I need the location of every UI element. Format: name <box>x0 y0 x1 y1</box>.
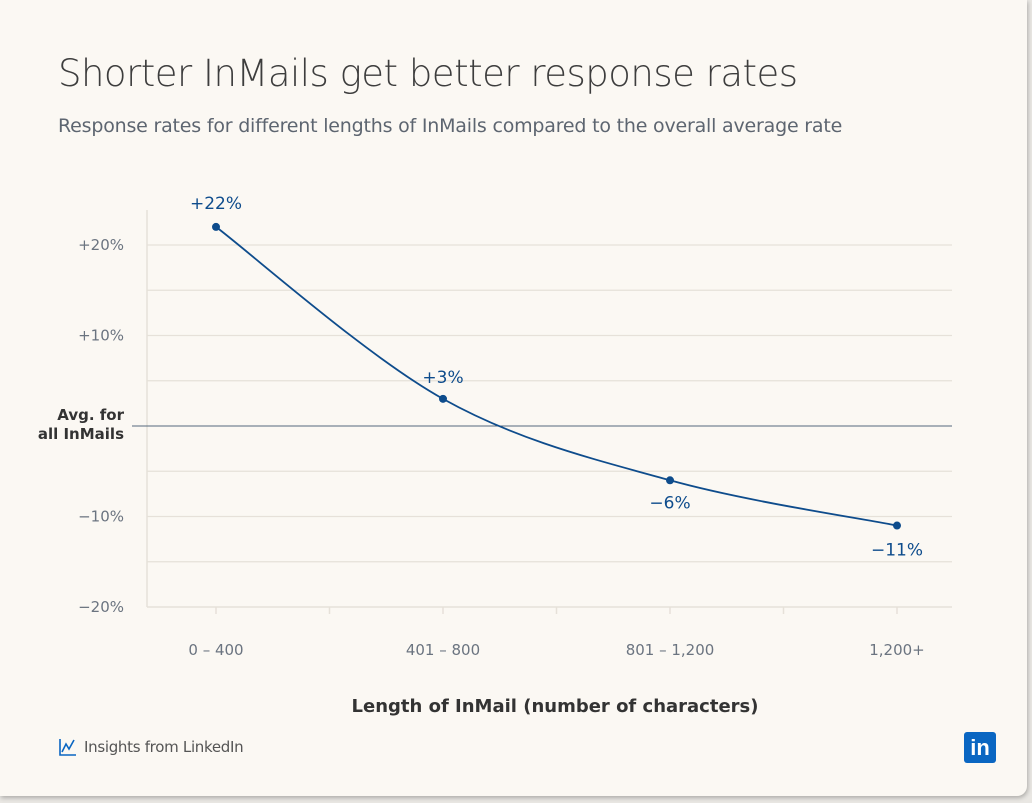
y-tick-label: −10% <box>78 508 124 526</box>
footer-text: Insights from LinkedIn <box>84 738 244 756</box>
y-tick-label: +20% <box>78 236 124 254</box>
data-point <box>893 521 901 530</box>
x-tick-label: 801 – 1,200 <box>626 641 715 659</box>
data-label: +22% <box>190 194 242 214</box>
data-point <box>439 394 447 403</box>
y-tick-label-average: Avg. for all InMails <box>38 406 125 443</box>
footer: Insights from LinkedIn <box>58 737 244 757</box>
y-tick-label: +10% <box>78 327 124 345</box>
x-tick-label: 1,200+ <box>869 641 925 659</box>
chart-subtitle: Response rates for different lengths of … <box>58 115 843 137</box>
linkedin-logo: in <box>964 732 996 763</box>
x-tick-label: 401 – 800 <box>406 641 480 659</box>
x-tick-label: 0 – 400 <box>188 641 243 659</box>
data-label: +3% <box>422 368 463 388</box>
data-label: −6% <box>649 493 690 513</box>
data-label: −11% <box>871 541 923 561</box>
y-tick-label: −20% <box>78 598 124 616</box>
data-point <box>666 476 674 485</box>
chart-title: Shorter InMails get better response rate… <box>58 52 798 95</box>
data-point <box>212 222 220 231</box>
series-line <box>215 226 898 527</box>
x-axis-title: Length of InMail (number of characters) <box>352 696 759 717</box>
trend-chart-icon <box>59 739 76 756</box>
